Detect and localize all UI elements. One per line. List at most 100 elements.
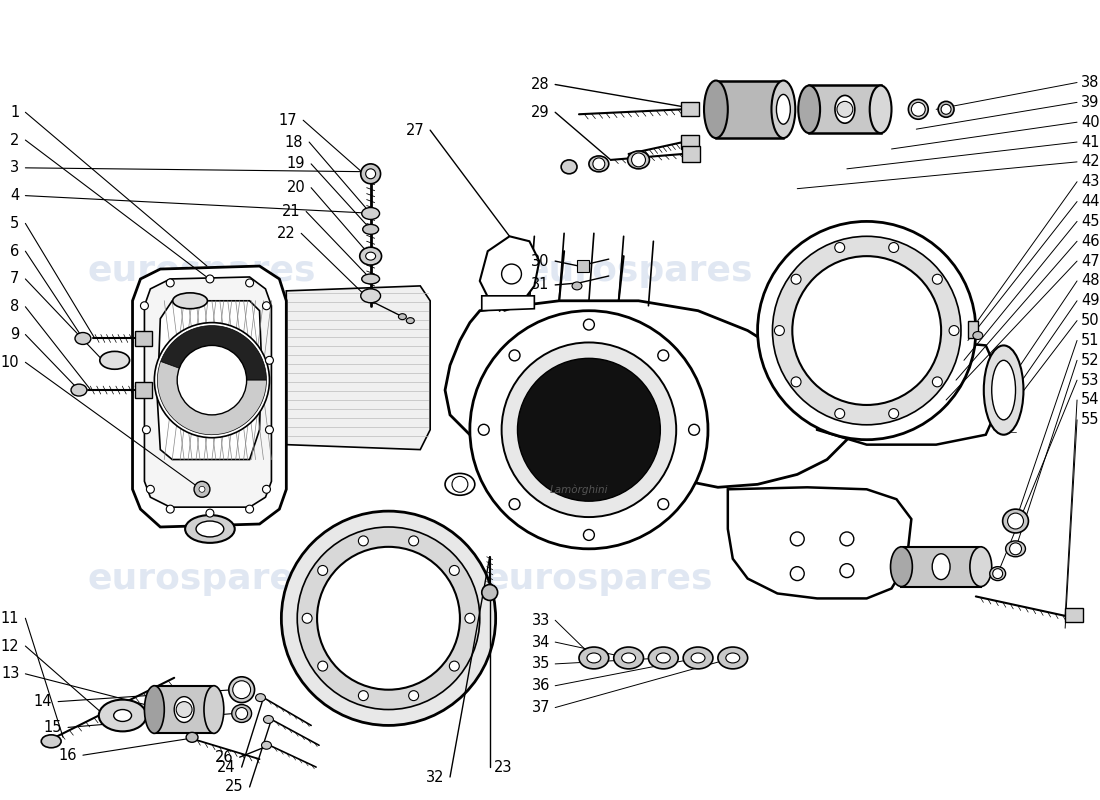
Circle shape — [245, 505, 254, 513]
Circle shape — [450, 566, 460, 575]
Bar — [134, 382, 153, 398]
Text: 18: 18 — [285, 134, 304, 150]
Bar — [1065, 608, 1084, 622]
Ellipse shape — [628, 151, 649, 169]
Circle shape — [689, 424, 700, 435]
Circle shape — [206, 509, 213, 517]
Circle shape — [805, 343, 829, 367]
Text: 54: 54 — [1081, 393, 1100, 407]
Ellipse shape — [174, 697, 194, 722]
Circle shape — [302, 614, 312, 623]
Ellipse shape — [938, 102, 954, 118]
Circle shape — [470, 310, 708, 549]
Text: eurospares: eurospares — [88, 562, 316, 595]
Ellipse shape — [186, 732, 198, 742]
Ellipse shape — [771, 81, 795, 138]
Text: 21: 21 — [282, 204, 300, 219]
Bar — [901, 547, 981, 586]
Ellipse shape — [799, 86, 821, 133]
Circle shape — [840, 564, 854, 578]
Text: 37: 37 — [531, 700, 550, 715]
Circle shape — [840, 532, 854, 546]
Circle shape — [194, 482, 210, 498]
Ellipse shape — [361, 289, 381, 302]
Text: eurospares: eurospares — [485, 562, 713, 595]
Polygon shape — [482, 296, 535, 310]
Text: 13: 13 — [1, 666, 20, 682]
Text: eurospares: eurospares — [525, 254, 752, 288]
Ellipse shape — [1005, 541, 1025, 557]
Text: 43: 43 — [1081, 174, 1099, 190]
Text: 46: 46 — [1081, 234, 1100, 249]
Text: 8: 8 — [10, 299, 20, 314]
Ellipse shape — [579, 647, 608, 669]
Ellipse shape — [648, 647, 679, 669]
Text: 24: 24 — [217, 759, 235, 774]
Circle shape — [176, 702, 192, 718]
Circle shape — [772, 236, 961, 425]
Ellipse shape — [870, 86, 891, 133]
Circle shape — [583, 530, 594, 540]
Polygon shape — [728, 487, 912, 598]
Circle shape — [297, 527, 480, 710]
Ellipse shape — [75, 333, 91, 345]
Ellipse shape — [909, 99, 928, 119]
Ellipse shape — [691, 653, 705, 663]
Ellipse shape — [990, 566, 1005, 581]
Circle shape — [245, 279, 254, 287]
Text: 52: 52 — [1081, 353, 1100, 368]
Text: 55: 55 — [1081, 412, 1100, 427]
Text: 28: 28 — [530, 77, 549, 92]
Wedge shape — [157, 362, 266, 434]
Circle shape — [318, 566, 328, 575]
Text: 42: 42 — [1081, 154, 1100, 170]
Text: 22: 22 — [276, 226, 295, 241]
Polygon shape — [446, 301, 851, 487]
Text: 3: 3 — [10, 160, 20, 175]
Circle shape — [992, 569, 1002, 578]
Ellipse shape — [255, 694, 265, 702]
Text: 17: 17 — [278, 113, 297, 128]
Ellipse shape — [362, 207, 380, 219]
Circle shape — [517, 358, 660, 501]
Circle shape — [166, 279, 174, 287]
Circle shape — [146, 486, 154, 494]
Text: 5: 5 — [10, 216, 20, 231]
Text: 10: 10 — [1, 354, 20, 370]
Ellipse shape — [718, 647, 748, 669]
Text: 2: 2 — [10, 133, 20, 147]
Polygon shape — [132, 266, 286, 527]
Ellipse shape — [726, 653, 739, 663]
Circle shape — [409, 690, 419, 701]
Circle shape — [141, 302, 149, 310]
Text: 34: 34 — [531, 634, 550, 650]
Circle shape — [199, 486, 205, 492]
Circle shape — [478, 424, 490, 435]
Ellipse shape — [264, 715, 274, 723]
Polygon shape — [480, 236, 539, 310]
Wedge shape — [161, 326, 266, 380]
Circle shape — [365, 169, 375, 178]
Polygon shape — [817, 341, 1005, 445]
Circle shape — [593, 158, 605, 170]
Circle shape — [177, 346, 246, 415]
Circle shape — [791, 274, 801, 284]
Text: 14: 14 — [34, 694, 52, 709]
Bar — [682, 146, 700, 162]
Circle shape — [154, 322, 270, 438]
Text: 36: 36 — [531, 678, 550, 694]
Ellipse shape — [992, 360, 1015, 420]
Circle shape — [835, 409, 845, 418]
Ellipse shape — [362, 274, 380, 284]
Text: 41: 41 — [1081, 134, 1100, 150]
Polygon shape — [144, 277, 272, 507]
Circle shape — [837, 102, 852, 118]
Circle shape — [790, 566, 804, 581]
Bar — [716, 81, 783, 138]
Circle shape — [265, 356, 274, 364]
Ellipse shape — [561, 160, 578, 174]
Ellipse shape — [232, 705, 252, 722]
Text: 35: 35 — [531, 657, 550, 671]
Text: 25: 25 — [226, 779, 244, 794]
Circle shape — [631, 153, 646, 167]
